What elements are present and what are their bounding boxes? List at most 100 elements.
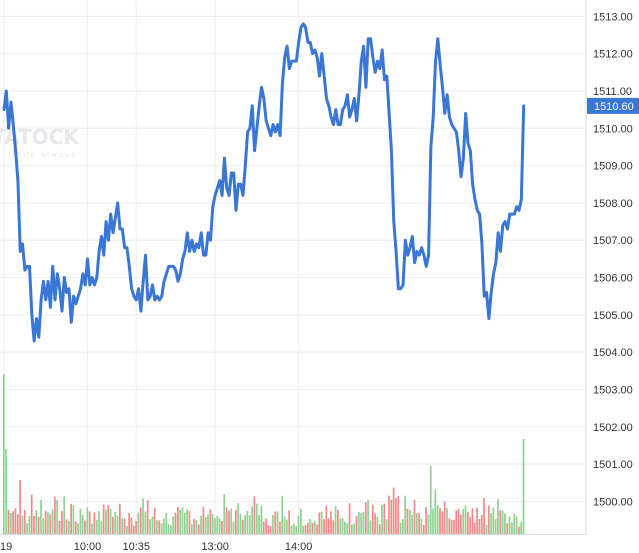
volume-bar [221, 521, 223, 534]
volume-bar [235, 509, 237, 534]
volume-bar [344, 521, 346, 534]
volume-bar [304, 525, 307, 534]
volume-bar [40, 499, 42, 534]
volume-bar [109, 508, 112, 534]
volume-bar [119, 503, 121, 534]
y-tick-label: 1504.00 [593, 347, 633, 359]
volume-bar [397, 496, 400, 534]
volume-bar [123, 518, 126, 534]
x-tick-label: 14:00 [285, 541, 313, 553]
volume-bar [392, 487, 395, 534]
volume-bar [151, 516, 154, 534]
volume-bar [476, 507, 478, 534]
volume-bar [91, 523, 93, 534]
volume-bar [5, 449, 8, 534]
volume-bar [223, 494, 226, 534]
y-tick-label: 1511.00 [593, 86, 632, 98]
y-tick-label: 1502.00 [593, 422, 633, 434]
volume-bar [318, 512, 321, 534]
volume-bar [388, 495, 390, 534]
y-tick-label: 1500.00 [593, 496, 633, 508]
volume-bar [28, 515, 31, 534]
volume-bar [7, 509, 10, 534]
volume-bar [425, 507, 427, 534]
volume-bar [230, 508, 233, 534]
volume-bar [508, 516, 511, 534]
volume-bar [26, 523, 28, 534]
volume-bar [209, 509, 212, 534]
volume-bar [413, 499, 416, 534]
volume-bar [446, 508, 448, 534]
volume-bar [72, 505, 75, 534]
volume-bar [360, 513, 362, 534]
volume-bar [395, 498, 397, 534]
volume-bar [42, 518, 45, 534]
volume-bar [462, 508, 465, 534]
volume-bar [290, 525, 293, 534]
volume-bar [65, 519, 68, 534]
volume-bar [100, 521, 103, 534]
volume-bar [327, 518, 330, 534]
volume-bar [513, 513, 516, 534]
y-tick-label: 1507.00 [593, 235, 633, 247]
volume-bar [218, 518, 221, 534]
volume-bar [174, 512, 177, 534]
volume-bar [409, 509, 411, 534]
volume-bar [54, 496, 56, 534]
volume-bar [102, 504, 105, 534]
volume-bar [202, 506, 205, 534]
volume-bar [483, 497, 485, 534]
volume-bar [114, 511, 117, 534]
volume-bar [267, 524, 270, 534]
volume-bar [246, 511, 249, 534]
volume-bar [200, 515, 202, 534]
volume-bar [132, 525, 135, 534]
volume-bar [19, 479, 21, 534]
volume-bar [330, 511, 332, 534]
volume-bar [494, 519, 497, 534]
volume-bar [70, 503, 72, 534]
watermark-logo-text: TATOCK [0, 125, 80, 149]
volume-bar [316, 524, 318, 534]
volume-bar [253, 496, 256, 534]
volume-bar [195, 519, 198, 534]
volume-bar [177, 507, 179, 534]
volume-bar [204, 516, 207, 534]
volume-bar [81, 514, 84, 534]
volume-bar [37, 516, 40, 534]
volume-bar [520, 521, 523, 534]
volume-bar [211, 513, 214, 534]
volume-bar [35, 510, 38, 534]
volume-bar [163, 518, 165, 534]
volume-bar [334, 506, 337, 534]
volume-bar [355, 515, 358, 534]
y-tick-label: 1512.00 [593, 49, 633, 61]
volume-bar [51, 509, 54, 534]
volume-bar [33, 516, 35, 534]
volume-bar [47, 512, 49, 534]
volume-bar [283, 516, 286, 534]
volume-bar [165, 513, 168, 534]
volume-bar [279, 521, 281, 534]
volume-bar [272, 514, 274, 534]
volume-bar [467, 511, 469, 534]
volume-bar [492, 507, 495, 534]
volume-bar [179, 509, 182, 534]
volume-bar [135, 520, 137, 534]
volume-bar [453, 519, 455, 534]
volume-bar [427, 514, 430, 534]
volume-bar [269, 526, 272, 534]
grid-lines [0, 0, 586, 534]
volume-bar [260, 506, 263, 534]
volume-bar [156, 520, 158, 534]
volume-bar [30, 494, 33, 534]
volume-bar [286, 519, 288, 534]
volume-bar [248, 515, 251, 534]
volume-bar [21, 515, 24, 534]
volume-bar [518, 526, 520, 534]
volume-bar [443, 501, 446, 534]
volume-bar [181, 507, 184, 534]
volume-bar [265, 518, 267, 534]
